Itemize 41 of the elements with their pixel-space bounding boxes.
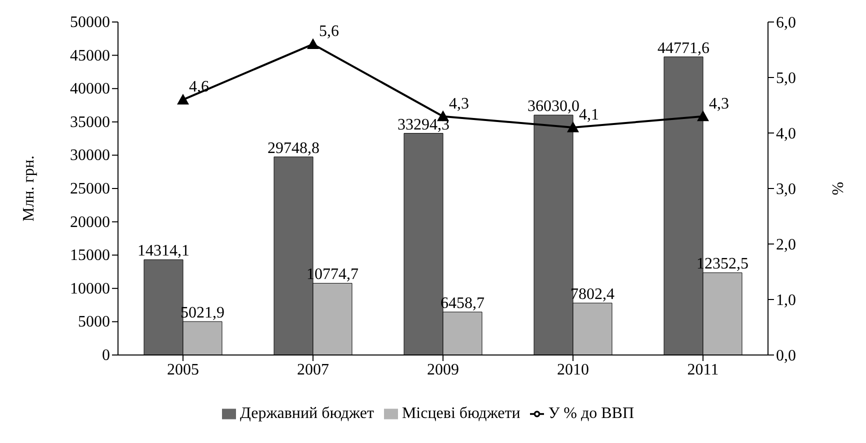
data-label: 33294,3 (398, 116, 450, 134)
y2-axis-title: % (828, 182, 846, 196)
y2-tick-label: 5,0 (776, 70, 796, 88)
y-axis-title: Млн. грн. (20, 156, 38, 222)
y2-tick-label: 1,0 (776, 292, 796, 310)
y-tick-label: 30000 (70, 147, 110, 164)
x-tick-label: 2007 (297, 361, 329, 378)
data-label: 44771,6 (658, 40, 710, 57)
x-tick-label: 2010 (557, 361, 589, 378)
y-tick-label: 5000 (78, 314, 110, 331)
data-label: 4,3 (449, 95, 469, 112)
legend-label: Місцеві бюджети (402, 405, 520, 422)
y2-tick-label: 2,0 (776, 236, 796, 254)
y2-tick-label: 4,0 (776, 126, 796, 143)
point (697, 110, 709, 122)
y-tick-label: 15000 (70, 247, 110, 264)
data-label: 4,3 (709, 95, 729, 112)
data-label: 5,6 (319, 23, 339, 40)
y2-tick-label: 6,0 (776, 14, 796, 32)
y2-tick-label: 3,0 (776, 181, 796, 198)
y-tick-label: 20000 (70, 214, 110, 231)
data-label: 29748,8 (268, 140, 320, 157)
y-tick-label: 35000 (70, 114, 110, 131)
data-label: 36030,0 (528, 98, 580, 116)
legend-label: Державний бюджет (240, 405, 374, 422)
point (567, 121, 579, 132)
y2-tick-label: 0,0 (776, 348, 796, 365)
data-label: 4,1 (579, 106, 599, 124)
data-label: 14314,1 (138, 242, 190, 260)
point (177, 94, 189, 104)
y-tick-label: 45000 (70, 47, 110, 64)
legend-label: У % до ВВП (548, 405, 634, 422)
x-tick-label: 2005 (167, 361, 199, 378)
y-tick-label: 10000 (70, 280, 110, 298)
y-tick-label: 40000 (70, 80, 110, 98)
x-tick-label: 2009 (427, 361, 459, 378)
y-tick-label: 0 (102, 347, 110, 364)
y-tick-label: 25000 (70, 180, 110, 198)
point (307, 38, 319, 49)
x-tick-label: 2011 (687, 361, 719, 378)
y-tick-label: 50000 (70, 14, 110, 31)
